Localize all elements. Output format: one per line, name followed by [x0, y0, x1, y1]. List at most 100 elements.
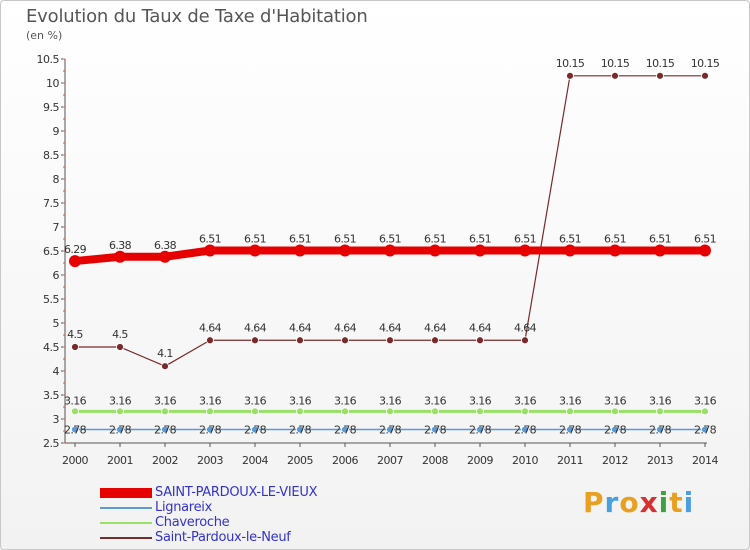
data-label: 2.78	[334, 424, 357, 437]
data-point	[566, 425, 574, 434]
data-label: 2.78	[604, 424, 627, 437]
y-tick-label: 6.5	[43, 245, 59, 258]
data-label: 2.78	[469, 424, 492, 437]
data-label: 2.78	[514, 424, 537, 437]
data-label: 6.51	[604, 233, 626, 246]
legend-label: Saint-Pardoux-le-Neuf	[155, 530, 291, 545]
y-tick-label: 9	[53, 125, 60, 138]
data-point	[341, 425, 349, 434]
y-tick-label: 8.5	[43, 149, 59, 162]
data-point	[386, 336, 394, 345]
data-label: 10.15	[556, 57, 585, 70]
data-point	[71, 425, 79, 434]
logo-letter: o	[619, 486, 640, 519]
legend-label: SAINT-PARDOUX-LE-VIEUX	[155, 485, 318, 500]
data-label: 2.78	[64, 424, 87, 437]
data-label: 2.78	[199, 424, 222, 437]
data-label: 4.5	[112, 328, 128, 341]
data-point	[566, 407, 574, 416]
data-point	[249, 244, 261, 257]
data-point	[566, 71, 574, 80]
data-label: 4.64	[379, 321, 402, 334]
x-tick-label: 2011	[557, 454, 583, 467]
data-label: 6.38	[154, 239, 177, 252]
x-tick-label: 2004	[242, 454, 268, 467]
data-label: 10.15	[691, 57, 720, 70]
data-point	[521, 425, 529, 434]
data-point	[611, 71, 619, 80]
data-point	[341, 336, 349, 345]
data-point	[654, 244, 666, 257]
logo-letter: r	[604, 486, 620, 519]
y-tick-label: 5	[53, 317, 60, 330]
x-tick-label: 2009	[467, 454, 493, 467]
data-label: 3.16	[604, 394, 627, 407]
data-point	[341, 407, 349, 416]
data-label: 2.78	[289, 424, 312, 437]
data-point	[161, 425, 169, 434]
data-point	[386, 425, 394, 434]
legend-swatch	[100, 487, 152, 498]
data-label: 6.51	[379, 233, 401, 246]
data-label: 3.16	[199, 394, 222, 407]
chart-title: Evolution du Taux de Taxe d'Habitation	[26, 6, 368, 27]
data-point	[116, 343, 124, 351]
data-label: 6.51	[649, 233, 671, 246]
x-tick-label: 2013	[647, 454, 673, 467]
x-tick-label: 2010	[512, 454, 538, 467]
legend-swatch	[100, 536, 152, 539]
legend-label: Chaveroche	[155, 515, 230, 530]
data-label: 6.51	[469, 233, 491, 246]
data-point	[206, 336, 214, 345]
logo-letter: i	[658, 486, 670, 519]
data-point	[71, 407, 79, 416]
y-tick-label: 3	[53, 413, 60, 426]
x-tick-label: 2000	[62, 454, 88, 467]
data-point	[296, 425, 304, 434]
data-point	[431, 336, 439, 345]
y-tick-label: 6	[53, 269, 60, 282]
data-label: 3.16	[109, 394, 132, 407]
data-point	[521, 407, 529, 416]
x-tick-label: 2014	[692, 454, 718, 467]
data-label: 10.15	[601, 57, 630, 70]
data-label: 6.29	[64, 243, 87, 256]
data-label: 3.16	[649, 394, 672, 407]
data-point	[161, 362, 169, 371]
y-tick-label: 10	[46, 77, 59, 90]
data-label: 3.16	[424, 394, 447, 407]
data-point	[656, 425, 664, 434]
data-label: 6.51	[334, 233, 356, 246]
data-point	[699, 244, 711, 257]
legend-swatch	[100, 521, 152, 524]
y-tick-label: 4	[53, 365, 60, 378]
data-point	[159, 250, 171, 263]
data-label: 4.64	[199, 321, 222, 334]
logo-letter: t	[669, 486, 684, 519]
data-label: 3.16	[559, 394, 582, 407]
data-point	[474, 244, 486, 257]
data-label: 2.78	[649, 424, 672, 437]
x-tick-label: 2003	[197, 454, 223, 467]
data-point	[296, 407, 304, 416]
x-tick-label: 2012	[602, 454, 628, 467]
data-label: 6.51	[559, 233, 581, 246]
data-point	[611, 407, 619, 416]
data-label: 2.78	[109, 424, 132, 437]
data-label: 6.51	[199, 233, 221, 246]
data-label: 3.16	[64, 394, 87, 407]
data-point	[701, 71, 709, 80]
logo-letter: P	[583, 486, 605, 519]
data-label: 6.51	[514, 233, 536, 246]
data-point	[294, 244, 306, 257]
legend-swatch	[100, 506, 152, 509]
data-label: 3.16	[379, 394, 402, 407]
data-label: 4.64	[514, 321, 537, 334]
y-tick-label: 7	[53, 221, 60, 234]
data-label: 3.16	[694, 394, 717, 407]
y-tick-label: 2.5	[43, 437, 59, 450]
data-label: 3.16	[334, 394, 357, 407]
data-point	[161, 407, 169, 416]
data-point	[611, 425, 619, 434]
